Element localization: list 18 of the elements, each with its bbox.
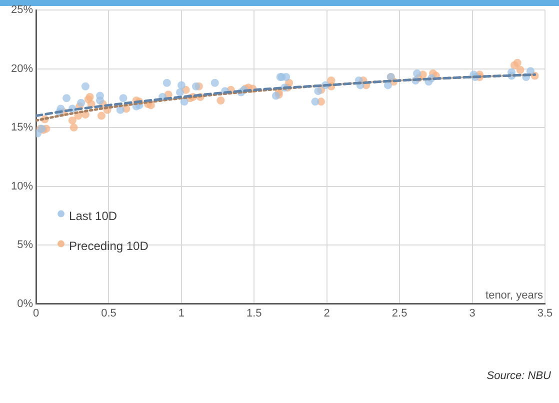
legend-label: Last 10D xyxy=(69,209,118,224)
x-tick-label: 0 xyxy=(32,307,40,320)
y-tick-label: 15% xyxy=(10,122,34,134)
source-note: Source: NBU xyxy=(486,370,551,382)
y-tick-label: 0% xyxy=(17,298,34,310)
x-tick-label: 2.5 xyxy=(392,307,408,320)
x-tick-label: 1.5 xyxy=(246,307,262,320)
legend-label: Preceding 10D xyxy=(69,239,149,254)
y-tick-label: 10% xyxy=(10,180,34,192)
x-axis-title: tenor, years xyxy=(486,289,544,302)
y-tick-label: 5% xyxy=(17,239,34,252)
x-tick-label: 0.5 xyxy=(101,307,116,320)
x-tick-label: 3.5 xyxy=(537,307,553,320)
x-tick-label: 3 xyxy=(469,307,476,320)
y-tick-label: 20% xyxy=(10,62,34,75)
x-tick-label: 2 xyxy=(324,307,330,320)
x-tick-label: 1 xyxy=(178,307,185,320)
y-tick-label: 25% xyxy=(10,4,34,16)
